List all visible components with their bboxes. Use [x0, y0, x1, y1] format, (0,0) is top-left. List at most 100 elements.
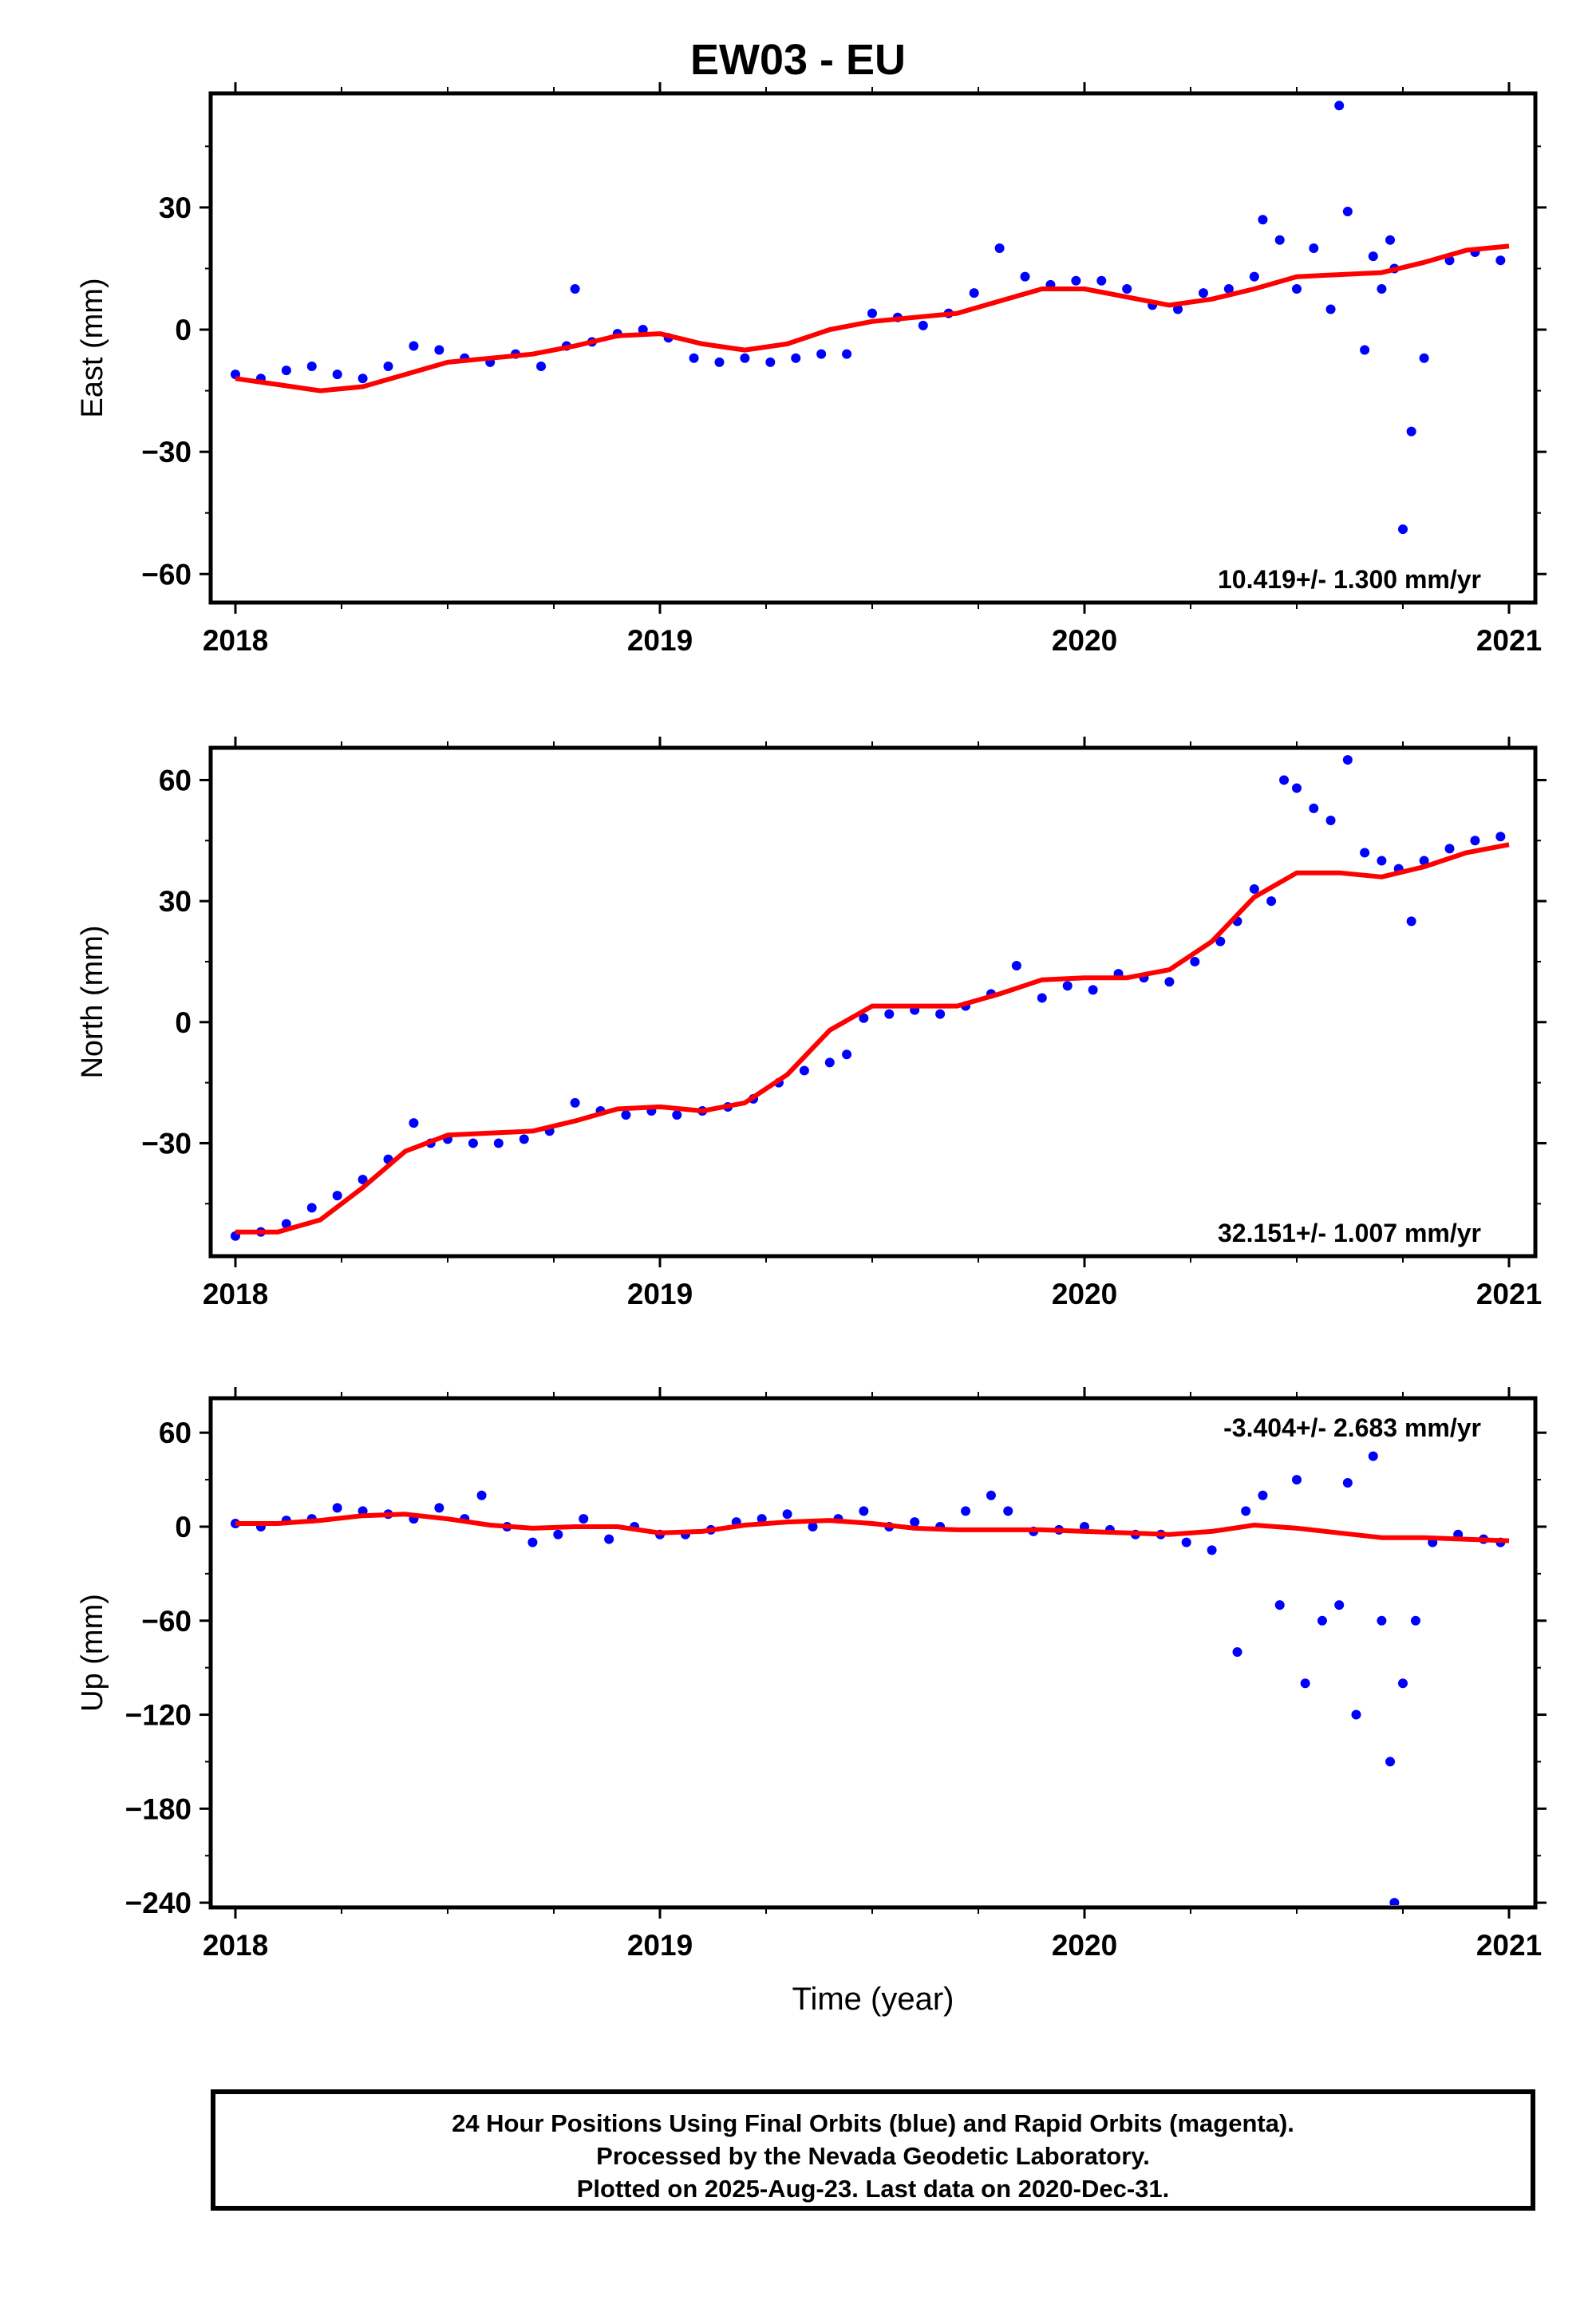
y-tick-label: 60 [159, 1417, 192, 1449]
data-point [799, 1065, 809, 1076]
data-point [1274, 235, 1285, 245]
data-point [1207, 1545, 1217, 1555]
data-point [1334, 1600, 1345, 1611]
data-point [910, 1517, 920, 1528]
data-point [808, 1521, 818, 1531]
data-point [493, 1138, 504, 1148]
data-point [1258, 1490, 1268, 1500]
rate-label: 32.151+/- 1.007 mm/yr [1218, 1219, 1481, 1247]
data-point [1351, 1709, 1361, 1720]
data-point [1406, 426, 1416, 437]
data-point [306, 1203, 317, 1213]
data-point [1368, 251, 1378, 262]
footer-box: 24 Hour Positions Using Final Orbits (bl… [211, 2089, 1535, 2211]
data-point [579, 1514, 589, 1524]
data-point [519, 1134, 529, 1144]
data-point [332, 1503, 342, 1513]
data-point [621, 1110, 631, 1120]
y-tick-label: −180 [125, 1792, 192, 1825]
data-point [1368, 1451, 1378, 1461]
x-tick-label: 2019 [627, 1929, 693, 1962]
data-point [918, 320, 928, 330]
data-point [1495, 832, 1506, 842]
x-tick-label: 2018 [203, 1929, 268, 1962]
data-point [842, 349, 852, 359]
data-point [281, 1219, 291, 1229]
data-layer [231, 101, 1510, 535]
data-point [553, 1529, 563, 1539]
y-tick-label: 0 [175, 1006, 192, 1039]
footer-line-2: Processed by the Nevada Geodetic Laborat… [596, 2142, 1150, 2170]
data-point [536, 361, 547, 371]
data-point [1410, 1615, 1420, 1626]
data-point [1274, 1600, 1285, 1611]
y-tick-label: −60 [141, 558, 192, 591]
data-point [1309, 803, 1319, 813]
data-point [757, 1514, 767, 1524]
data-point [1020, 271, 1030, 282]
data-point [1249, 883, 1259, 894]
y-axis-label: East (mm) [76, 278, 109, 417]
data-point [1325, 304, 1336, 314]
x-tick-label: 2021 [1476, 1278, 1542, 1310]
rate-label: -3.404+/- 2.683 mm/yr [1223, 1413, 1481, 1442]
data-point [1325, 816, 1336, 825]
data-point [1444, 844, 1455, 854]
data-point [468, 1138, 478, 1148]
panel-3: 2018 2019 2020 2021 −240 −180 −120 −60 0 60 Up (mm… [76, 1387, 1547, 2017]
data-point [672, 1110, 682, 1120]
data-point [1232, 1647, 1242, 1658]
data-layer [231, 1451, 1510, 1905]
data-point [689, 353, 699, 363]
data-point [434, 1503, 444, 1513]
data-point [1360, 848, 1370, 858]
data-point [570, 283, 580, 294]
data-point [1385, 235, 1396, 245]
y-axis-label: North (mm) [76, 925, 109, 1078]
data-point [1164, 977, 1175, 987]
data-point [1241, 1506, 1251, 1516]
data-point [1309, 243, 1319, 253]
data-point [604, 1534, 614, 1544]
trend-line [235, 842, 1510, 1235]
data-point [1190, 956, 1200, 966]
panel-1: 2018 2019 2020 2021 −60 −30 0 30 East (mm) 10.419… [76, 82, 1547, 657]
y-tick-label: 30 [159, 885, 192, 918]
data-point [1495, 255, 1506, 266]
data-point [409, 341, 419, 351]
data-point [358, 373, 368, 384]
data-point [1317, 1615, 1327, 1626]
data-point [1292, 283, 1302, 294]
data-point [986, 1490, 996, 1500]
trend-line [235, 1512, 1510, 1543]
data-point [1258, 215, 1268, 225]
y-tick-label: 0 [175, 314, 192, 346]
y-tick-label: 60 [159, 764, 192, 796]
data-point [527, 1537, 538, 1547]
data-point [1292, 1475, 1302, 1485]
data-point [1181, 1537, 1191, 1547]
y-tick-label: −240 [125, 1887, 192, 1919]
x-tick-label: 2021 [1476, 624, 1542, 657]
data-point [1342, 207, 1353, 217]
data-point [1406, 916, 1416, 927]
data-point [1470, 836, 1480, 846]
footer-line-1: 24 Hour Positions Using Final Orbits (bl… [452, 2109, 1294, 2137]
data-point [1266, 896, 1277, 907]
data-point [859, 1506, 869, 1516]
x-tick-label: 2018 [203, 624, 268, 657]
plot-frame [208, 1396, 1538, 1910]
data-point [434, 345, 444, 355]
data-point [1249, 271, 1259, 282]
y-tick-label: 0 [175, 1511, 192, 1543]
data-point [358, 1174, 368, 1184]
data-point [1300, 1678, 1310, 1689]
data-point [969, 288, 979, 298]
data-point [1003, 1506, 1013, 1516]
x-axis-label: Time (year) [792, 1982, 954, 2017]
data-point [961, 1506, 971, 1516]
data-point [476, 1490, 487, 1500]
data-point [935, 1009, 946, 1019]
data-point [1173, 304, 1183, 314]
